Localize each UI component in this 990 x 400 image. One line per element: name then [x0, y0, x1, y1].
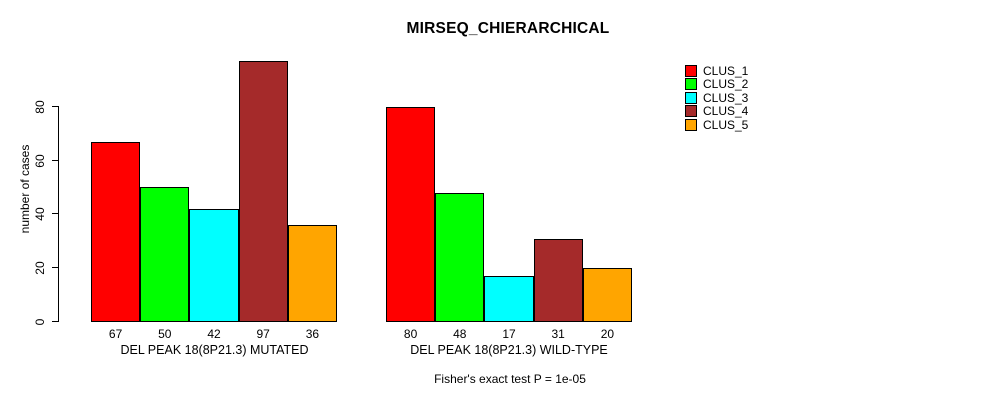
bar-value-label: 31 — [551, 327, 565, 341]
bar-value-label: 80 — [403, 327, 418, 341]
legend-item: CLUS_5 — [685, 117, 749, 132]
bar-value-label: 67 — [108, 327, 123, 341]
y-tick-mark — [52, 321, 59, 322]
legend: CLUS_1 CLUS_2 CLUS_3 CLUS_4 CLUS_5 — [685, 65, 748, 131]
bar-clus_1-group1 — [91, 141, 141, 322]
y-tick-label: 20 — [33, 261, 47, 275]
chart-title: MIRSEQ_CHIERARCHICAL — [406, 20, 610, 37]
legend-label: CLUS_4 — [703, 104, 749, 119]
y-tick-mark — [52, 267, 59, 268]
legend-label: CLUS_2 — [703, 77, 749, 92]
bar-clus_2-group2 — [435, 192, 485, 322]
y-axis-line — [58, 106, 59, 322]
bar-clus_3-group2 — [484, 276, 534, 322]
bar-clus_1-group2 — [386, 106, 436, 322]
bar-value-label: 36 — [305, 327, 320, 341]
x-axis-group-label-mutated: DEL PEAK 18(8P21.3) MUTATED — [120, 343, 309, 357]
bar-value-label: 20 — [600, 327, 615, 341]
bar-clus_2-group1 — [140, 187, 190, 322]
y-tick-label: 80 — [33, 100, 47, 114]
bar-clus_4-group1 — [238, 60, 288, 322]
bar-value-label: 42 — [207, 327, 221, 341]
legend-swatch-clus-5 — [685, 118, 697, 131]
y-tick-label: 40 — [33, 207, 47, 222]
legend-label: CLUS_3 — [703, 90, 749, 105]
bar-value-label: 50 — [158, 327, 172, 341]
bar-clus_5-group2 — [582, 268, 632, 322]
y-tick-label: 0 — [33, 318, 47, 326]
y-tick-mark — [52, 106, 59, 107]
legend-swatch-clus-3 — [685, 91, 697, 104]
y-tick-mark — [52, 160, 59, 161]
bar-clus_3-group1 — [189, 208, 239, 322]
annotation-text: Fisher's exact test P = 1e-05 — [434, 372, 586, 386]
bar-clus_4-group2 — [533, 238, 583, 322]
y-tick-mark — [52, 213, 59, 214]
bar-value-label: 97 — [256, 327, 270, 341]
bar-value-label: 48 — [453, 327, 467, 341]
legend-item: CLUS_1 — [685, 65, 748, 77]
legend-item: CLUS_3 — [685, 90, 749, 105]
legend-swatch-clus-2 — [685, 78, 697, 91]
x-axis-group-label-wildtype: DEL PEAK 18(8P21.3) WILD-TYPE — [410, 343, 608, 357]
legend-swatch-clus-4 — [685, 105, 697, 118]
legend-label: CLUS_5 — [703, 117, 749, 132]
y-tick-label: 60 — [33, 153, 47, 168]
legend-label: CLUS_1 — [703, 64, 749, 78]
legend-item: CLUS_2 — [685, 77, 749, 92]
bar-clus_5-group1 — [287, 225, 337, 322]
legend-item: CLUS_4 — [685, 104, 749, 119]
y-axis-title: number of cases — [18, 144, 32, 234]
legend-swatch-clus-1 — [685, 65, 697, 77]
bar-value-label: 17 — [502, 327, 516, 341]
